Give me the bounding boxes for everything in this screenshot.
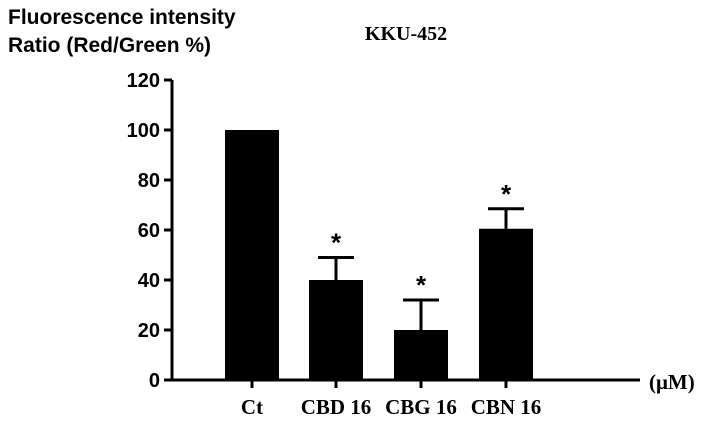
chart-title: KKU-452 [365, 23, 447, 45]
significance-marker-2: * [416, 270, 427, 300]
y-tick-label-100: 100 [127, 120, 160, 142]
y-tick-label-40: 40 [138, 270, 160, 292]
bar-2 [394, 330, 448, 380]
category-label-2: CBG 16 [385, 395, 457, 419]
bar-3 [479, 228, 533, 380]
y-axis-label-line-1: Fluorescence intensity [8, 6, 236, 29]
bar-1 [309, 280, 363, 380]
y-axis-label-line-2: Ratio (Red/Green %) [8, 34, 211, 57]
category-label-1: CBD 16 [301, 395, 372, 419]
y-tick-label-60: 60 [138, 220, 160, 242]
labels: 0 20 40 60 80 100 120 Ct * CBD 16 * CBG 16 * CBN 16 [127, 70, 542, 419]
significance-marker-1: * [331, 228, 342, 258]
y-tick-label-120: 120 [127, 70, 160, 92]
bars [225, 130, 533, 380]
x-axis-unit: (μM) [649, 370, 695, 394]
category-label-0: Ct [241, 395, 263, 419]
category-label-3: CBN 16 [471, 395, 542, 419]
bar-0 [225, 130, 279, 380]
y-tick-label-80: 80 [138, 170, 160, 192]
significance-marker-3: * [501, 179, 512, 209]
y-tick-label-20: 20 [138, 320, 160, 342]
y-tick-label-0: 0 [149, 370, 160, 392]
